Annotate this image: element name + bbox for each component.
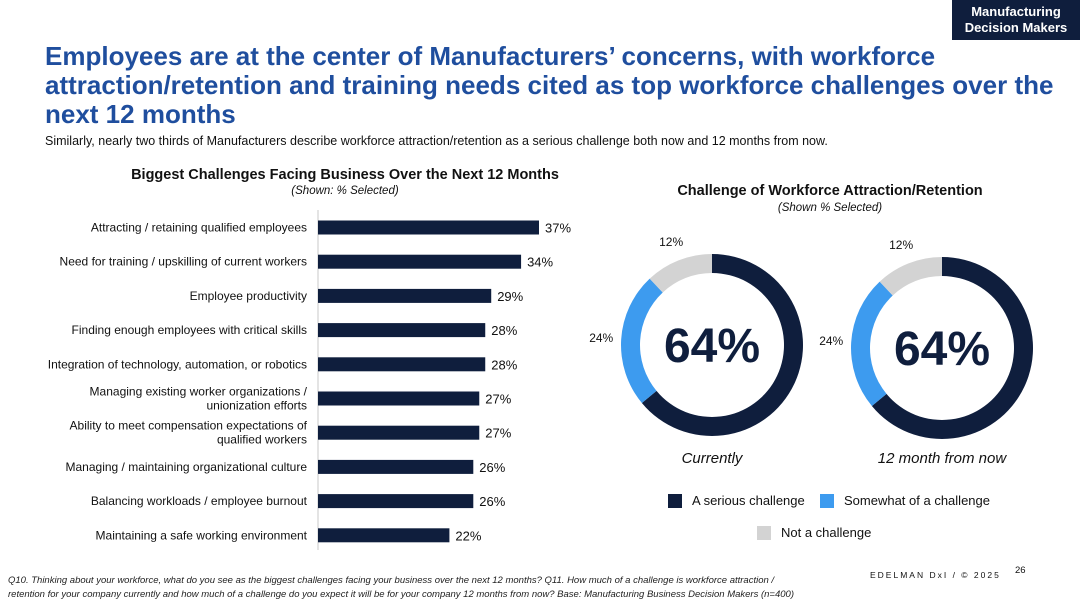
donut-charts: 24% 12% 64% Currently 24% 12% 64% 12 month from… <box>589 235 1033 467</box>
donut-slice-label: 24% <box>589 331 613 345</box>
donut-slice <box>851 281 893 407</box>
donut-slice <box>621 278 663 404</box>
page-title: Employees are at the center of Manufactu… <box>45 41 1054 129</box>
bar-chart-subtitle: (Shown: % Selected) <box>291 185 399 197</box>
footnote: Q10. Thinking about your workforce, what… <box>8 574 848 602</box>
bar-value-label: 27% <box>485 426 511 441</box>
audience-tag-line1: Manufacturing <box>971 4 1061 19</box>
bar <box>318 323 486 338</box>
legend-serious: A serious challenge <box>668 493 805 508</box>
donut-center-label: 64% <box>894 323 990 376</box>
legend-label-serious: A serious challenge <box>692 493 805 508</box>
bar-chart-title: Biggest Challenges Facing Business Over … <box>131 167 559 183</box>
audience-tag-line2: Decision Makers <box>964 20 1068 35</box>
bar <box>318 357 486 372</box>
bar <box>318 425 480 440</box>
bar-value-label: 37% <box>545 221 571 236</box>
audience-tag: Manufacturing Decision Makers <box>952 0 1080 40</box>
bar-value-label: 22% <box>455 528 481 543</box>
legend-swatch-serious <box>668 493 682 508</box>
footnote-line1: Q10. Thinking about your workforce, what… <box>8 575 775 586</box>
donut-slice <box>641 254 803 436</box>
bar-category-label: Integration of technology, automation, o… <box>48 357 307 371</box>
bar <box>318 528 450 543</box>
donut-chart-title: Challenge of Workforce Attraction/Retent… <box>677 183 983 199</box>
donut-slice-label: 24% <box>819 334 843 348</box>
legend-swatch-not <box>757 525 771 540</box>
bar-category-label: Ability to meet compensation expectation… <box>70 419 308 433</box>
legend-label-not: Not a challenge <box>781 525 872 540</box>
bar-category-label: Managing existing worker organizations / <box>90 385 308 399</box>
bar-category-label: Attracting / retaining qualified employe… <box>91 221 307 235</box>
bar-value-label: 26% <box>479 494 505 509</box>
bar-category-label: unionization efforts <box>206 399 307 413</box>
page-number: 26 <box>1015 565 1026 576</box>
bar-category-label: Maintaining a safe working environment <box>96 528 308 542</box>
donut-slice-label: 12% <box>659 235 683 249</box>
page-subtitle: Similarly, nearly two thirds of Manufact… <box>45 134 828 148</box>
bar <box>318 459 474 474</box>
bar-category-label: Finding enough employees with critical s… <box>72 323 307 337</box>
bar-value-label: 28% <box>491 323 517 338</box>
bar <box>318 220 539 235</box>
legend-swatch-somewhat <box>820 493 834 508</box>
donut-slice <box>871 257 1033 439</box>
bar-value-label: 29% <box>497 289 523 304</box>
legend-label-somewhat: Somewhat of a challenge <box>844 493 990 508</box>
donut-chart-subtitle: (Shown % Selected) <box>777 202 883 214</box>
bar-category-label: Managing / maintaining organizational cu… <box>66 460 308 474</box>
donut-slice-label: 12% <box>889 238 913 252</box>
bar <box>318 494 474 509</box>
bar <box>318 288 492 303</box>
bar-category-label: Employee productivity <box>190 289 307 303</box>
donut-caption: 12 month from now <box>878 450 1008 467</box>
bar-value-label: 27% <box>485 392 511 407</box>
brand-mark: EDELMAN DxI / © 2025 <box>870 570 1001 580</box>
donut-caption: Currently <box>682 450 744 467</box>
bar <box>318 254 522 269</box>
bar-category-label: Balancing workloads / employee burnout <box>91 494 308 508</box>
donut-slice <box>879 257 942 296</box>
bar-category-label: qualified workers <box>217 433 307 447</box>
bar-category-label: Need for training / upskilling of curren… <box>60 255 307 269</box>
legend-not: Not a challenge <box>757 525 871 540</box>
bar-value-label: 26% <box>479 460 505 475</box>
bar-value-label: 28% <box>491 357 517 372</box>
legend-somewhat: Somewhat of a challenge <box>820 493 990 508</box>
bar-value-label: 34% <box>527 255 553 270</box>
donut-center-label: 64% <box>664 320 760 373</box>
footnote-line2: retention for your company currently and… <box>8 589 794 600</box>
donut-slice <box>649 254 712 293</box>
bar <box>318 391 480 406</box>
bar-chart: 37% Attracting / retaining qualified empl… <box>48 210 571 550</box>
